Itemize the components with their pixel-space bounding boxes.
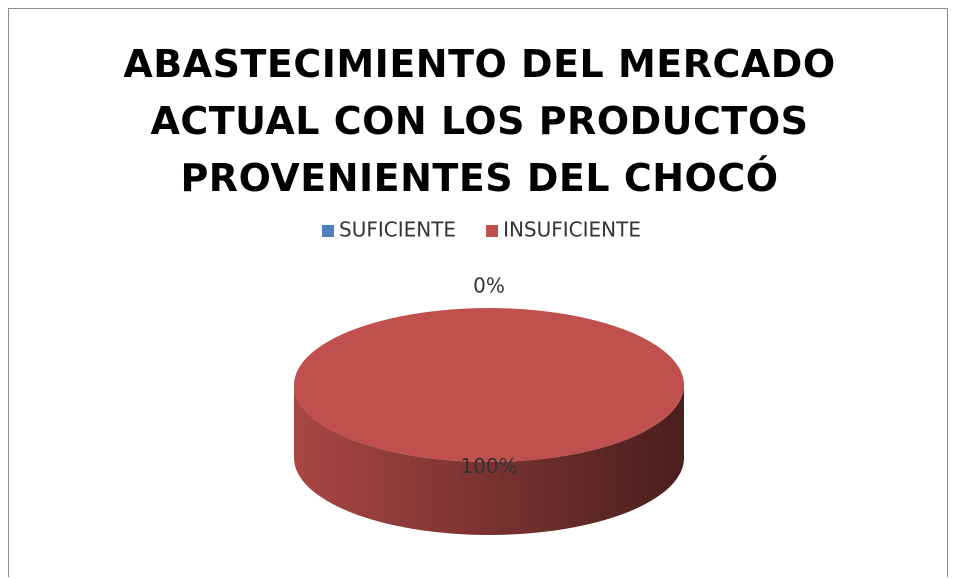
chart-frame xyxy=(8,8,948,577)
pie-slice xyxy=(294,308,684,462)
legend-label: SUFICIENTE xyxy=(339,218,456,242)
data-label: 0% xyxy=(473,274,505,298)
legend-swatch xyxy=(322,225,334,237)
legend-label: INSUFICIENTE xyxy=(503,218,641,242)
chart-title: ABASTECIMIENTO DEL MERCADO ACTUAL CON LO… xyxy=(123,42,836,200)
data-label: 100% xyxy=(460,454,517,478)
title-box: ABASTECIMIENTO DEL MERCADO ACTUAL CON LO… xyxy=(0,36,959,207)
pie-side-shade xyxy=(294,385,684,535)
legend-swatch xyxy=(486,225,499,237)
